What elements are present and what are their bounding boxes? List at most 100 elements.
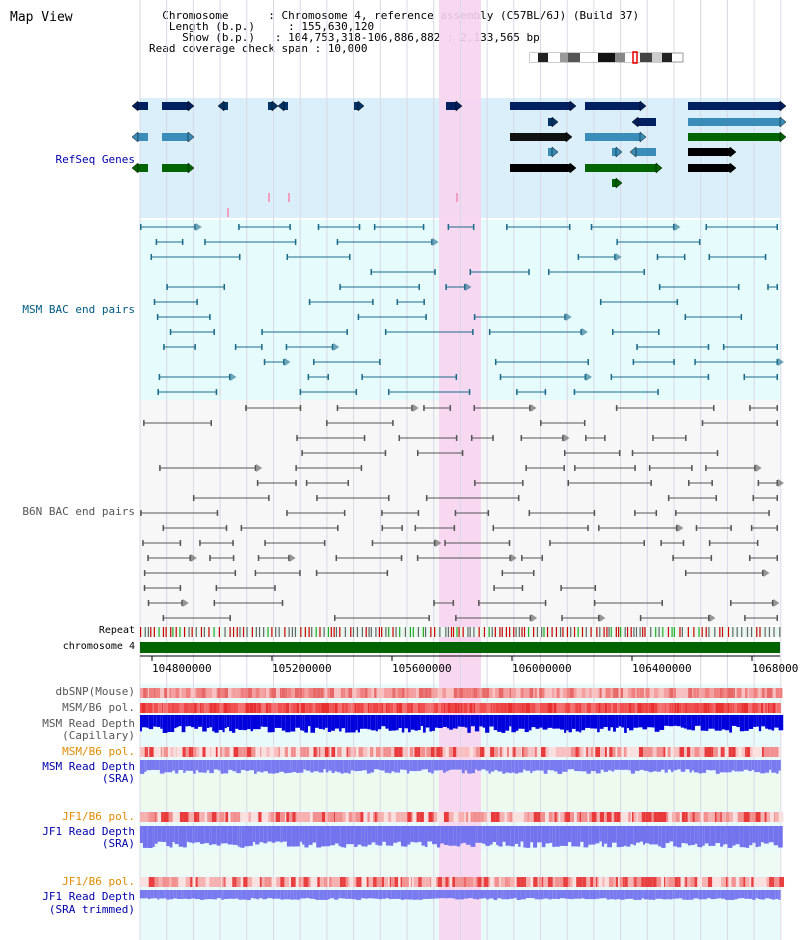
repeat-mark: [284, 627, 286, 637]
pol-cell: [637, 703, 642, 713]
refseq-genes-label[interactable]: RefSeq Genes: [55, 153, 135, 166]
depth-bar: [439, 890, 445, 899]
pol-cell: [700, 688, 705, 698]
bac-end: [245, 405, 247, 411]
pol-cell: [410, 877, 413, 887]
repeat-label: Repeat: [98, 625, 135, 636]
bac-end: [639, 615, 642, 621]
pol-cell: [721, 812, 727, 822]
depth-bar: [427, 890, 433, 899]
pol-cell: [342, 812, 346, 822]
b6n-bac-label[interactable]: B6N BAC end pairs: [22, 505, 135, 518]
depth-bar: [552, 890, 557, 899]
pol-cell: [360, 812, 364, 822]
depth-bar: [259, 826, 264, 843]
depth-bar: [633, 890, 638, 900]
repeat-mark: [509, 627, 511, 637]
pol-cell: [709, 703, 713, 713]
jf1-b6-pol-label-2: JF1/B6 pol.: [62, 875, 135, 888]
depth-bar: [323, 760, 326, 770]
bac-end: [756, 540, 759, 546]
pol-cell: [676, 703, 680, 713]
pol-cell: [503, 747, 508, 757]
pol-cell: [176, 877, 179, 887]
bac-end: [261, 344, 263, 350]
depth-bar: [220, 826, 224, 844]
bac-end: [274, 585, 276, 591]
pol-cell: [291, 703, 293, 713]
depth-bar: [623, 826, 627, 846]
repeat-mark: [368, 627, 370, 637]
pol-cell: [542, 877, 544, 887]
depth-bar: [751, 760, 755, 770]
pol-cell: [205, 877, 210, 887]
pol-cell: [772, 703, 776, 713]
bac-end: [776, 359, 778, 365]
msm-read-depth-cap-label: MSM Read Depth: [42, 717, 135, 730]
pol-cell: [638, 747, 644, 757]
depth-bar: [505, 760, 509, 773]
bac-end: [147, 555, 149, 561]
pol-cell: [221, 877, 223, 887]
pol-cell: [387, 703, 391, 713]
depth-bar: [566, 715, 569, 731]
bac-end: [150, 254, 153, 260]
depth-bar: [339, 715, 342, 732]
pol-cell: [406, 688, 409, 698]
gene-exon: [612, 148, 616, 156]
pol-cell: [154, 877, 159, 887]
pol-cell: [348, 812, 353, 822]
bac-end: [583, 420, 586, 426]
depth-bar: [718, 715, 722, 731]
pol-cell: [290, 747, 296, 757]
depth-bar: [664, 760, 668, 773]
depth-bar: [231, 715, 236, 733]
pol-cell: [595, 703, 599, 713]
pol-cell: [731, 747, 736, 757]
pol-cell: [524, 877, 527, 887]
depth-bar: [153, 890, 158, 899]
pol-cell: [558, 812, 561, 822]
pol-cell: [675, 812, 680, 822]
pol-cell: [723, 703, 728, 713]
repeat-mark: [585, 627, 587, 637]
bac-end: [577, 254, 580, 260]
depth-bar: [375, 826, 378, 845]
pol-cell: [442, 688, 445, 698]
gene-arrow: [729, 162, 737, 174]
bac-arrow: [195, 223, 202, 231]
pol-cell: [634, 747, 639, 757]
pol-cell: [355, 812, 361, 822]
bac-end: [223, 284, 226, 290]
bac-end: [517, 495, 520, 501]
pol-cell: [392, 688, 395, 698]
pol-cell: [292, 703, 297, 713]
pol-cell: [335, 877, 341, 887]
bac-end: [343, 510, 346, 516]
pol-cell: [433, 812, 438, 822]
pol-cell: [441, 812, 444, 822]
depth-bar: [765, 715, 768, 729]
pol-cell: [380, 747, 384, 757]
pol-cell: [247, 877, 253, 887]
repeat-mark: [521, 627, 523, 637]
pol-cell: [622, 877, 625, 887]
repeat-mark: [456, 627, 458, 637]
pol-cell: [672, 812, 675, 822]
pol-cell: [733, 688, 735, 698]
depth-bar: [624, 890, 630, 899]
pol-cell: [654, 703, 658, 713]
depth-bar: [501, 715, 506, 733]
depth-bar: [653, 760, 657, 772]
depth-bar: [361, 826, 365, 847]
pol-cell: [160, 688, 165, 698]
pol-cell: [507, 703, 513, 713]
msm-bac-label[interactable]: MSM BAC end pairs: [22, 303, 135, 316]
bac-end: [257, 555, 260, 561]
depth-bar: [403, 826, 408, 847]
pol-cell: [256, 703, 259, 713]
pol-cell: [585, 703, 587, 713]
depth-bar: [256, 760, 261, 772]
pol-cell: [289, 703, 292, 713]
